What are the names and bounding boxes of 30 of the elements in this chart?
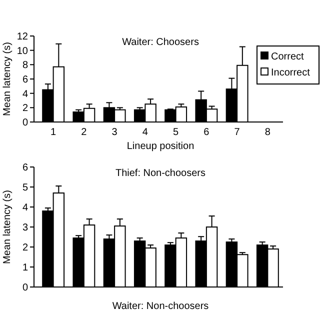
x-tick-label: 1 [50,127,57,138]
y-tick-label: 5 [22,182,28,194]
y-axis-title: Mean latency (s) [2,42,13,116]
x-axis-title: Lineup position [126,141,194,152]
legend-label: Incorrect [271,68,310,78]
y-tick-label: 10 [16,46,28,57]
y-tick-label: 4 [22,88,28,100]
y-tick-label: 8 [22,60,28,72]
x-tick-label: 4 [142,127,148,138]
x-tick-label: 6 [204,127,210,138]
y-axis-title: Mean latency (s) [2,190,13,264]
y-tick-label: 0 [22,118,28,128]
x-tick-label: 8 [264,127,271,138]
text: Waiter: Non-choosers [112,301,209,312]
y-tick-label: 4 [22,202,28,214]
y-tick-label: 3 [22,222,28,234]
x-tick-label: 7 [234,127,240,138]
y-tick-label: 12 [16,32,28,42]
y-tick-label: 1 [22,262,28,274]
x-tick-label: 2 [81,127,88,138]
chart-title: Waiter: Choosers [122,37,199,48]
y-tick-label: 2 [22,242,28,254]
y-tick-label: 2 [22,103,28,114]
y-tick-label: 6 [22,74,28,86]
x-tick-label: 5 [173,127,180,138]
chart-title: Thief: Non-choosers [115,168,206,179]
x-tick-label: 3 [112,127,118,138]
y-tick-label: 0 [22,282,28,294]
y-tick-label: 6 [22,162,28,174]
legend-label: Correct [271,52,304,62]
